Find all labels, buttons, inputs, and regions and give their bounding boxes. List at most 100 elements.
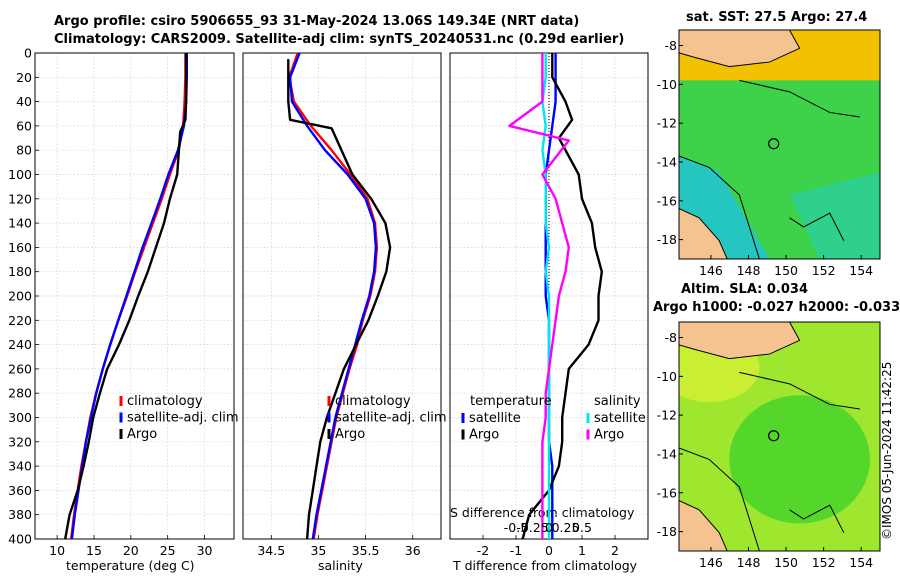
diff-salinity-legend-title: salinity bbox=[594, 394, 641, 409]
differences-xtick-label: -2 bbox=[477, 543, 489, 558]
salinity-panel bbox=[242, 52, 442, 540]
temperature-xlabel: temperature (deg C) bbox=[66, 558, 195, 573]
differences-series-salinity-argo bbox=[508, 53, 570, 539]
sst_map-xtick-label: 148 bbox=[737, 263, 761, 278]
differences-xtick-label: 2 bbox=[611, 543, 619, 558]
sla_map-ytick-label: -14 bbox=[657, 446, 677, 461]
depth-tick-label: 100 bbox=[8, 167, 32, 182]
temperature-xtick-label: 30 bbox=[197, 543, 213, 558]
salinity-xlabel: salinity bbox=[318, 558, 363, 573]
salinity-legend-label: satellite-adj. clim bbox=[335, 411, 447, 426]
depth-tick-label: 380 bbox=[8, 507, 32, 522]
temperature-xtick-label: 15 bbox=[86, 543, 102, 558]
reef-contour bbox=[789, 212, 845, 241]
salinity-diff-tick-label: -0.25 bbox=[516, 520, 548, 535]
temperature-panel bbox=[34, 52, 235, 540]
argo-position-marker bbox=[768, 138, 780, 150]
diff-temperature-legend-title: temperature bbox=[470, 394, 552, 409]
salinity-series-climatology bbox=[288, 52, 379, 540]
temperature-legend-label: Argo bbox=[127, 427, 157, 442]
sla_map-ytick-label: -12 bbox=[657, 408, 677, 423]
depth-tick-label: 320 bbox=[8, 434, 32, 449]
differences-series-temperature-argo bbox=[521, 53, 603, 540]
depth-tick-label: 60 bbox=[16, 118, 32, 133]
salinity-diff-tick-label: -0.5 bbox=[504, 520, 528, 535]
sla_map-ytick-label: -10 bbox=[657, 369, 677, 384]
differences-xtick-label: -1 bbox=[510, 543, 522, 558]
depth-tick-label: 300 bbox=[8, 410, 32, 425]
diff-temperature-legend-label: satellite bbox=[469, 411, 521, 426]
depth-tick-label: 200 bbox=[8, 289, 32, 304]
sst_map-ytick-label: -16 bbox=[657, 193, 677, 208]
sst_map-panel bbox=[678, 29, 881, 260]
depth-tick-label: 360 bbox=[8, 483, 32, 498]
differences-xtick-label: 0 bbox=[545, 543, 553, 558]
salinity-xtick-label: 35 bbox=[310, 543, 326, 558]
depth-tick-label: 80 bbox=[16, 143, 32, 158]
depth-tick-label: 120 bbox=[8, 191, 32, 206]
reef-contour bbox=[789, 504, 845, 533]
diff-salinity-legend-label: satellite bbox=[594, 411, 646, 426]
temperature-series-satellite-adj-clim bbox=[70, 53, 189, 540]
land-new-guinea bbox=[679, 30, 801, 68]
diff-temperature-legend-label: Argo bbox=[469, 428, 499, 443]
depth-tick-label: 20 bbox=[16, 70, 32, 85]
salinity-diff-tick-label: 0.25 bbox=[552, 520, 580, 535]
sst-map-title: sat. SST: 27.5 Argo: 27.4 bbox=[686, 10, 868, 25]
salinity-xtick-label: 34.5 bbox=[257, 543, 285, 558]
sla_map-ytick-label: -16 bbox=[657, 485, 677, 500]
temperature-series-argo bbox=[64, 53, 188, 540]
differences-series-temperature-satellite bbox=[544, 53, 557, 539]
depth-tick-label: 40 bbox=[16, 94, 32, 109]
shelf-contour bbox=[679, 155, 760, 259]
sst_map-ytick-label: -14 bbox=[657, 154, 677, 169]
salinity-xtick-label: 35.5 bbox=[352, 543, 380, 558]
sst_map-frame bbox=[678, 29, 881, 260]
sla_map-xtick-label: 152 bbox=[812, 555, 836, 570]
land-new-guinea bbox=[679, 322, 801, 360]
sla_map-ytick-label: -8 bbox=[665, 330, 678, 345]
sla_map-frame bbox=[678, 321, 881, 552]
argo-position-marker bbox=[768, 430, 780, 442]
sst_map-xtick-label: 146 bbox=[699, 263, 723, 278]
island-chain-contour bbox=[739, 371, 860, 410]
sla-field-low bbox=[729, 395, 870, 524]
salinity-series-argo bbox=[287, 59, 392, 540]
temperature-legend-label: satellite-adj. clim bbox=[127, 411, 239, 426]
sst_map-ytick-label: -18 bbox=[657, 232, 677, 247]
sst_map-xtick-label: 150 bbox=[774, 263, 798, 278]
figure-title-line1: Argo profile: csiro 5906655_93 31-May-20… bbox=[54, 14, 580, 29]
sst_map-field bbox=[679, 30, 880, 259]
depth-tick-label: 260 bbox=[8, 361, 32, 376]
sla_map-panel bbox=[678, 321, 881, 552]
salinity-series-satellite-adj-clim bbox=[288, 52, 378, 540]
depth-tick-label: 220 bbox=[8, 313, 32, 328]
sla_map-ytick-label: -18 bbox=[657, 524, 677, 539]
temperature-xtick-label: 10 bbox=[49, 543, 65, 558]
sla_map-field bbox=[679, 322, 880, 551]
depth-tick-label: 280 bbox=[8, 386, 32, 401]
depth-tick-label: 240 bbox=[8, 337, 32, 352]
sst_map-xtick-label: 154 bbox=[849, 263, 873, 278]
land-australia bbox=[679, 208, 728, 259]
sla_map-xtick-label: 154 bbox=[849, 555, 873, 570]
sla_map-xtick-label: 148 bbox=[737, 555, 761, 570]
sla_map-xtick-label: 146 bbox=[699, 555, 723, 570]
salinity-legend-label: climatology bbox=[335, 394, 411, 409]
depth-tick-label: 0 bbox=[24, 46, 32, 61]
island-chain-contour bbox=[739, 79, 860, 118]
temperature-xtick-label: 25 bbox=[160, 543, 176, 558]
depth-tick-label: 160 bbox=[8, 240, 32, 255]
sst_map-xtick-label: 152 bbox=[812, 263, 836, 278]
diff-salinity-legend-label: Argo bbox=[594, 428, 624, 443]
sla-map-title-line2: Argo h1000: -0.027 h2000: -0.033 bbox=[653, 300, 900, 315]
depth-tick-label: 400 bbox=[8, 532, 32, 547]
temperature-xtick-label: 20 bbox=[123, 543, 139, 558]
depth-tick-label: 140 bbox=[8, 216, 32, 231]
depth-tick-label: 180 bbox=[8, 264, 32, 279]
differences-xtick-label: 1 bbox=[578, 543, 586, 558]
salinity-legend-label: Argo bbox=[335, 427, 365, 442]
figure-title-line2: Climatology: CARS2009. Satellite-adj cli… bbox=[54, 32, 625, 47]
shelf-contour bbox=[679, 447, 760, 551]
salinity-diff-tick-label: 0.5 bbox=[572, 520, 592, 535]
